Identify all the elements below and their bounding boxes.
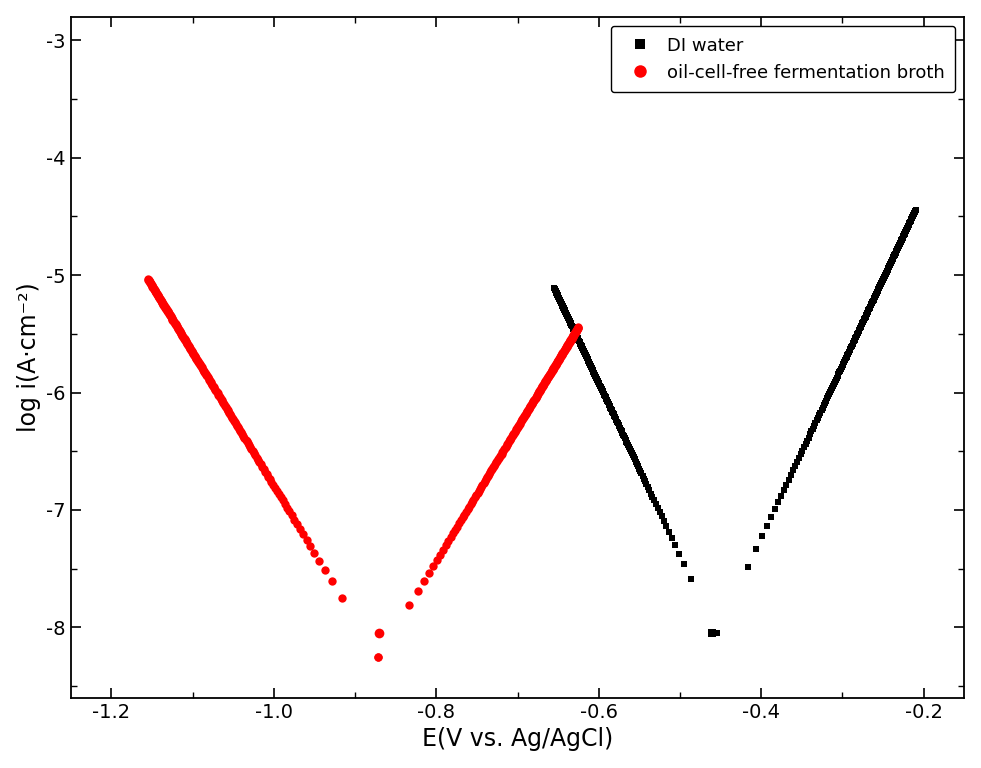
oil-cell-free fermentation broth bbox=[149, 286, 161, 296]
DI water bbox=[548, 283, 560, 293]
DI water bbox=[621, 437, 633, 446]
Line: DI water: DI water bbox=[550, 284, 720, 637]
oil-cell-free fermentation broth bbox=[285, 511, 297, 520]
Legend: DI water, oil-cell-free fermentation broth: DI water, oil-cell-free fermentation bro… bbox=[611, 25, 955, 92]
DI water bbox=[553, 294, 565, 303]
DI water bbox=[551, 290, 563, 299]
X-axis label: E(V vs. Ag/AgCl): E(V vs. Ag/AgCl) bbox=[422, 727, 613, 751]
DI water bbox=[658, 517, 670, 526]
DI water bbox=[649, 499, 661, 508]
oil-cell-free fermentation broth bbox=[228, 415, 239, 424]
DI water bbox=[710, 629, 722, 638]
Line: oil-cell-free fermentation broth: oil-cell-free fermentation broth bbox=[144, 275, 382, 661]
oil-cell-free fermentation broth bbox=[297, 530, 309, 539]
oil-cell-free fermentation broth bbox=[146, 281, 158, 290]
oil-cell-free fermentation broth bbox=[142, 274, 154, 283]
DI water bbox=[608, 412, 620, 421]
Y-axis label: log i(A·cm⁻²): log i(A·cm⁻²) bbox=[17, 283, 40, 432]
oil-cell-free fermentation broth bbox=[372, 652, 384, 661]
oil-cell-free fermentation broth bbox=[244, 442, 256, 452]
